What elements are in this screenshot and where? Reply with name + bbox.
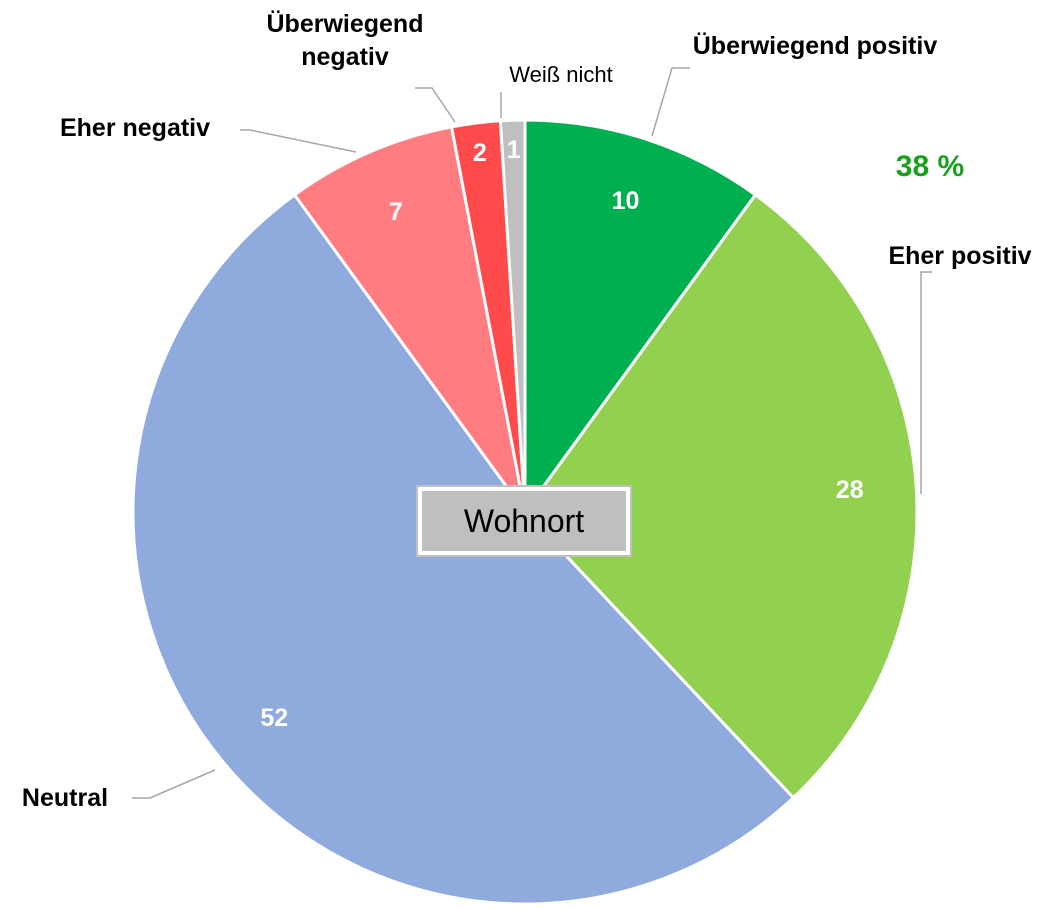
category-label: Überwiegend positiv (692, 32, 938, 60)
pie-slice (523, 118, 758, 517)
category-label: Eher negativ (59, 114, 211, 142)
category-label: Neutral (21, 784, 109, 812)
category-label: Überwiegend negativ (266, 10, 424, 71)
value-label: 28 (836, 476, 864, 504)
pie-slice (292, 125, 527, 513)
leader-line (240, 129, 357, 153)
value-label: 1 (507, 136, 521, 164)
center-label: Wohnort (416, 485, 632, 557)
category-label: Weiß nicht (509, 62, 613, 87)
annotation: 38 % (895, 150, 965, 183)
leader-line (132, 769, 216, 799)
value-label: 10 (612, 187, 640, 215)
value-label: 2 (473, 139, 487, 167)
leader-line (651, 67, 690, 137)
value-label: 7 (389, 198, 403, 226)
value-label: 52 (260, 704, 288, 732)
leader-line (415, 87, 456, 123)
leader-line (920, 271, 932, 494)
category-label: Eher positiv (888, 242, 1032, 270)
pie-slice (523, 192, 919, 800)
pie-slice (498, 118, 527, 513)
